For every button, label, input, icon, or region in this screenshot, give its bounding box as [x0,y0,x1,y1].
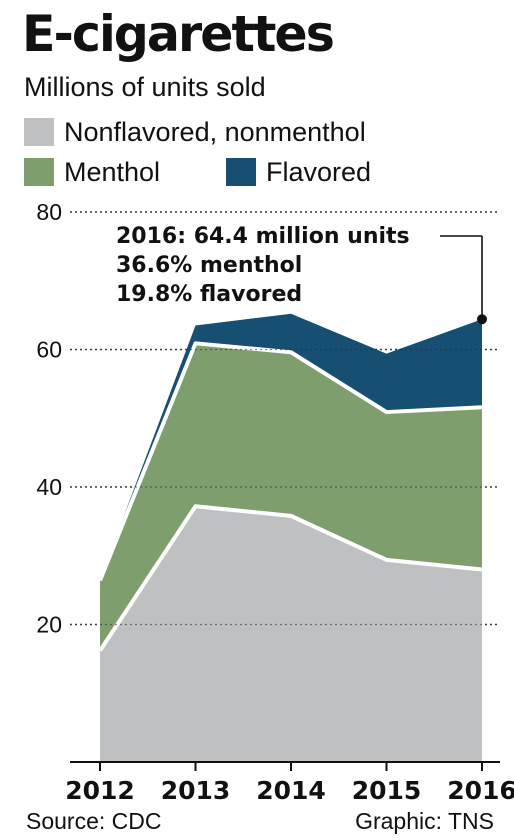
y-tick-label-80: 80 [36,199,62,225]
x-tick-label-2012: 2012 [65,776,135,805]
x-tick-label-2013: 2013 [161,776,231,805]
legend-label-flavored: Flavored [266,157,372,187]
x-tick-label-2014: 2014 [256,776,326,805]
legend-item-nonflavored: Nonflavored, nonmenthol [24,115,366,149]
annotation-point [477,314,487,325]
legend-item-menthol: Menthol [24,155,160,189]
annotation-total: 2016: 64.4 million units [116,224,410,249]
legend-swatch-menthol [24,158,54,186]
legend-swatch-flavored [226,158,256,186]
annotation-flavored-share: 19.8% flavored [116,282,302,307]
legend-item-flavored: Flavored [226,155,371,189]
graphic-credit: Graphic: TNS [355,808,494,834]
legend-label-menthol: Menthol [64,157,161,187]
legend-swatch-nonflavored [24,118,54,146]
boundary-nonflavored-menthol [98,504,483,652]
chart-title: E-cigarettes [22,5,335,63]
boundary-menthol-flavored [98,341,483,582]
area-menthol [100,343,482,651]
chart-subtitle: Millions of units sold [24,72,266,102]
area-nonflavored [100,506,482,762]
area-flavored [100,313,482,581]
x-tick-label-2015: 2015 [352,776,422,805]
legend-label-nonflavored: Nonflavored, nonmenthol [64,117,366,147]
y-tick-label-60: 60 [36,337,62,363]
source-note: Source: CDC [26,808,162,834]
x-tick-label-2016: 2016 [447,776,514,805]
y-tick-label-40: 40 [36,474,62,500]
annotation-menthol-share: 36.6% menthol [116,253,302,278]
y-tick-label-20: 20 [36,612,62,638]
